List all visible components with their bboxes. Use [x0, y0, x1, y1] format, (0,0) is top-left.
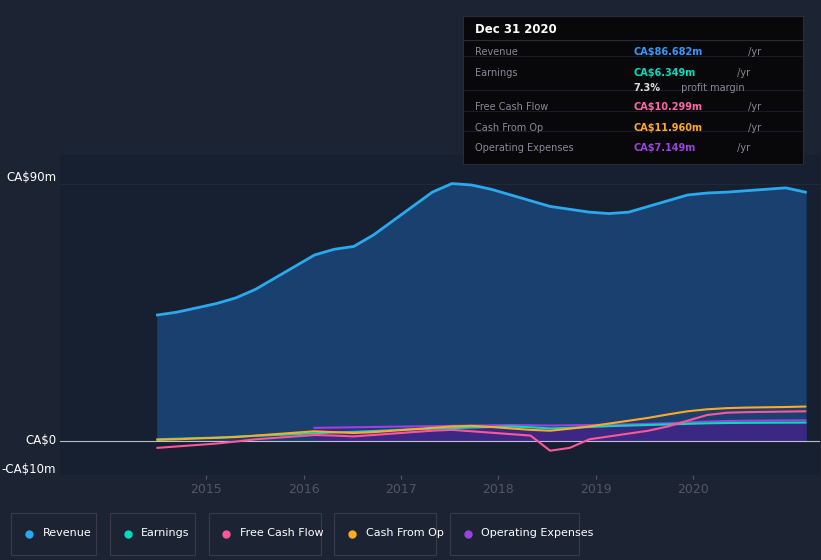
Text: Cash From Op: Cash From Op — [365, 529, 443, 539]
Text: profit margin: profit margin — [678, 83, 745, 93]
Text: CA$10.299m: CA$10.299m — [633, 102, 702, 112]
Text: /yr: /yr — [745, 47, 761, 57]
Text: CA$90m: CA$90m — [6, 171, 56, 184]
Text: CA$6.349m: CA$6.349m — [633, 68, 695, 78]
Text: Free Cash Flow: Free Cash Flow — [475, 102, 548, 112]
Text: /yr: /yr — [734, 68, 750, 78]
Text: Revenue: Revenue — [475, 47, 518, 57]
Text: Cash From Op: Cash From Op — [475, 123, 544, 133]
Text: Earnings: Earnings — [141, 529, 190, 539]
Text: Operating Expenses: Operating Expenses — [481, 529, 594, 539]
Text: Dec 31 2020: Dec 31 2020 — [475, 22, 557, 36]
Text: /yr: /yr — [734, 143, 750, 153]
Text: Revenue: Revenue — [43, 529, 91, 539]
Text: Earnings: Earnings — [475, 68, 517, 78]
Text: CA$0: CA$0 — [25, 434, 56, 447]
Text: 7.3%: 7.3% — [633, 83, 660, 93]
Text: Operating Expenses: Operating Expenses — [475, 143, 574, 153]
Text: -CA$10m: -CA$10m — [2, 463, 56, 476]
Text: CA$7.149m: CA$7.149m — [633, 143, 695, 153]
Text: Free Cash Flow: Free Cash Flow — [240, 529, 323, 539]
Text: /yr: /yr — [745, 123, 761, 133]
Text: CA$86.682m: CA$86.682m — [633, 47, 702, 57]
Text: CA$11.960m: CA$11.960m — [633, 123, 702, 133]
Text: /yr: /yr — [745, 102, 761, 112]
